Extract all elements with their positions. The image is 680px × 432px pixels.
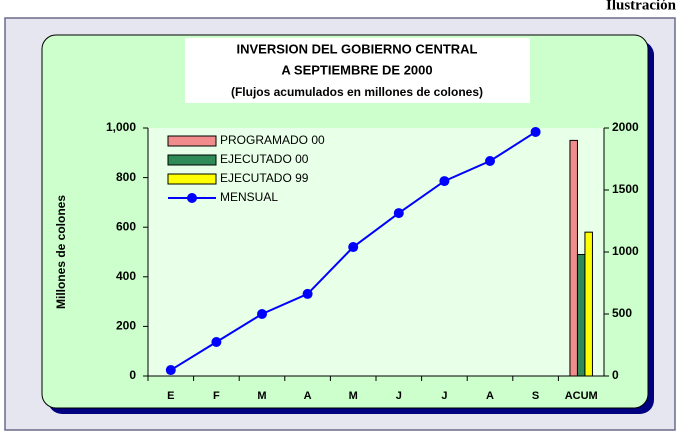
chart-note: (Flujos acumulados en millones de colone… <box>231 85 483 99</box>
y2-tick-label: 500 <box>612 306 632 320</box>
y2-tick-label: 0 <box>612 368 619 382</box>
x-tick-label: S <box>532 390 539 402</box>
x-tick-label: A <box>304 390 312 402</box>
point <box>165 365 176 376</box>
point <box>348 242 359 253</box>
y-tick-label: 200 <box>116 319 136 333</box>
x-tick-label: J <box>396 390 402 402</box>
x-tick-label: A <box>486 390 494 402</box>
plot-area <box>148 128 604 376</box>
y2-tick-label: 1000 <box>612 244 639 258</box>
y2-tick-label: 1500 <box>612 182 639 196</box>
y-tick-label: 1,000 <box>106 120 136 134</box>
point <box>439 176 450 187</box>
x-tick-label: M <box>349 390 358 402</box>
point <box>211 337 222 348</box>
y-tick-label: 0 <box>129 368 136 382</box>
point <box>302 288 313 299</box>
bar <box>576 253 586 377</box>
bar <box>569 139 578 377</box>
legend-label: PROGRAMADO 00 <box>220 133 325 147</box>
point <box>393 208 404 219</box>
point <box>530 126 541 137</box>
legend-label: EJECUTADO 00 <box>220 152 309 166</box>
y-tick-label: 400 <box>116 269 136 283</box>
legend-swatch <box>167 154 217 166</box>
chart-title: INVERSION DEL GOBIERNO CENTRAL <box>236 41 477 56</box>
point <box>485 155 495 166</box>
point <box>257 309 267 319</box>
legend-label: MENSUAL <box>220 190 278 204</box>
x-tick-label: M <box>257 390 266 402</box>
x-tick-label: F <box>213 390 220 402</box>
legend-swatch <box>167 173 217 185</box>
legend-marker <box>187 193 197 203</box>
chart-subtitle: A SEPTIEMBRE DE 2000 <box>281 62 432 77</box>
y-tick-label: 600 <box>116 219 136 233</box>
legend-swatch <box>167 135 217 147</box>
bar <box>584 231 593 377</box>
y-tick-label: 800 <box>116 170 136 184</box>
x-tick-label: E <box>167 390 174 402</box>
header-label: Ilustración <box>606 0 677 13</box>
legend-label: EJECUTADO 99 <box>220 171 309 185</box>
x-tick-label: J <box>441 390 447 402</box>
x-tick-label: ACUM <box>565 390 598 402</box>
y2-tick-label: 2000 <box>612 120 639 134</box>
y-axis-label: Millones de colones <box>54 195 68 309</box>
title-box <box>185 38 530 103</box>
